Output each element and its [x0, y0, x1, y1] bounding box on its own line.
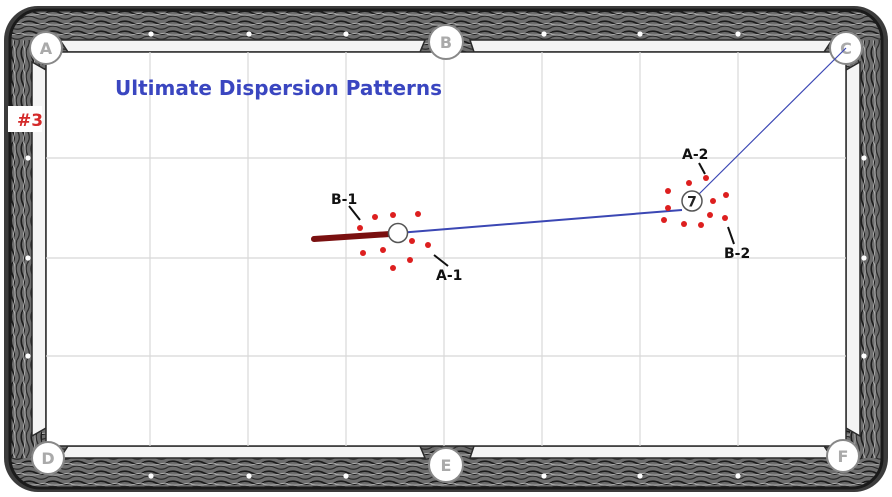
label-leaders: [348, 162, 735, 267]
diagram-number: #3: [17, 111, 43, 131]
dispersion-dots-cue-ball: [357, 211, 431, 271]
pocket-label-d: D: [41, 449, 54, 468]
diagram-number-box: [8, 106, 42, 132]
rail-diamonds: [25, 31, 867, 479]
cue-ball-path: [397, 209, 683, 234]
pocket-label-e: E: [441, 456, 452, 475]
table-grid: [46, 52, 846, 446]
pocket-a: A: [29, 31, 63, 65]
pocket-b: B: [428, 24, 464, 60]
object-ball-number: 7: [687, 195, 697, 211]
pocket-label-b: B: [440, 33, 452, 52]
object-ball-path: [691, 47, 847, 202]
object-ball-7: 7: [681, 190, 703, 212]
pocket-e: E: [428, 447, 464, 483]
label-b2: B-2: [724, 246, 750, 262]
pocket-f: F: [826, 439, 860, 473]
table-felt: [45, 51, 847, 447]
label-a2: A-2: [682, 147, 708, 163]
pocket-label-a: A: [40, 39, 53, 58]
pocket-label-f: F: [838, 447, 849, 466]
pocket-d: D: [31, 441, 65, 475]
dispersion-dots-object-ball: [661, 175, 729, 228]
label-a1: A-1: [436, 268, 462, 284]
cue-stick: [311, 231, 393, 242]
table-cushions: [31, 39, 861, 459]
cue-ball: [387, 222, 409, 244]
label-b1: B-1: [331, 192, 357, 208]
diagram-title: Ultimate Dispersion Patterns: [115, 76, 442, 100]
